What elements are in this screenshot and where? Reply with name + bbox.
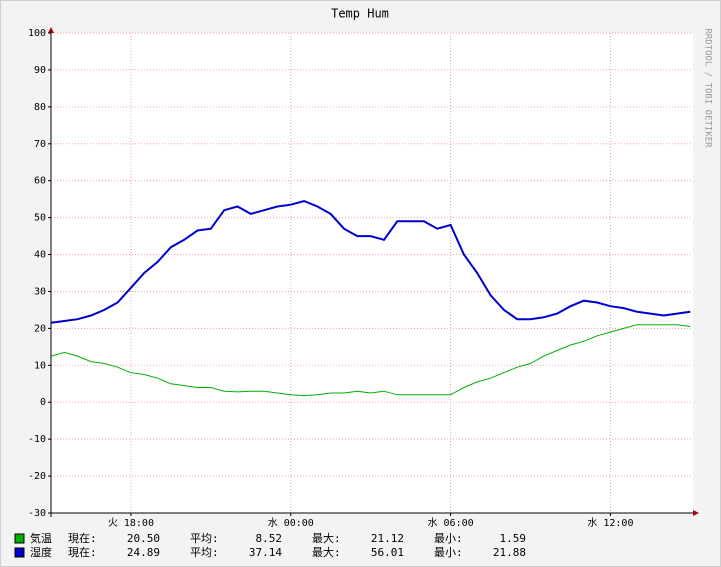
y-tick-label: -20 <box>28 471 46 482</box>
legend-label: 湿度 <box>30 545 52 559</box>
series-line <box>50 324 691 397</box>
y-tick-label: 50 <box>34 213 46 224</box>
y-tick-label: 60 <box>34 176 46 187</box>
y-tick-label: 0 <box>40 397 46 408</box>
legend-label: 気温 <box>30 531 52 545</box>
x-tick-label: 水 06:00 <box>428 517 474 529</box>
stat-value: 1.59 <box>500 532 527 545</box>
stat-label: 現在: <box>68 532 97 545</box>
y-tick-label: 70 <box>34 139 46 150</box>
y-tick-label: 40 <box>34 250 46 261</box>
side-text: RRDTOOL / TOBI OETIKER <box>703 28 713 148</box>
y-tick-label: 10 <box>34 360 46 371</box>
legend-swatch <box>14 547 25 558</box>
y-tick-label: 100 <box>28 28 46 39</box>
stat-value: 8.52 <box>256 532 283 545</box>
lines <box>50 199 691 397</box>
plot-area <box>51 33 693 513</box>
stat-value: 24.89 <box>127 546 160 559</box>
stat-label: 最大: <box>312 531 341 545</box>
stat-label: 最大: <box>312 545 341 559</box>
stat-label: 最小: <box>434 546 463 559</box>
stat-value: 21.88 <box>493 546 526 559</box>
x-tick-label: 水 12:00 <box>587 517 633 529</box>
stat-label: 平均: <box>190 546 219 559</box>
stat-value: 56.01 <box>371 546 404 559</box>
stat-label: 最小: <box>434 532 463 545</box>
y-tick-label: 30 <box>34 286 46 297</box>
x-tick-label: 火 18:00 <box>108 517 154 529</box>
y-arrow <box>48 27 54 33</box>
series-line <box>50 199 691 324</box>
legend-swatch <box>14 533 25 544</box>
stat-label: 平均: <box>190 532 219 545</box>
x-tick-label: 水 00:00 <box>268 517 314 529</box>
y-tick-label: 80 <box>34 102 46 113</box>
stat-label: 現在: <box>68 546 97 559</box>
stat-value: 20.50 <box>127 532 160 545</box>
y-tick-label: 90 <box>34 65 46 76</box>
y-tick-label: -10 <box>28 434 46 445</box>
x-arrow <box>693 510 699 516</box>
stat-value: 21.12 <box>371 532 404 545</box>
y-tick-label: 20 <box>34 323 46 334</box>
y-tick-label: -30 <box>28 508 46 519</box>
stat-value: 37.14 <box>249 546 282 559</box>
chart-title: Temp Hum <box>331 7 389 21</box>
